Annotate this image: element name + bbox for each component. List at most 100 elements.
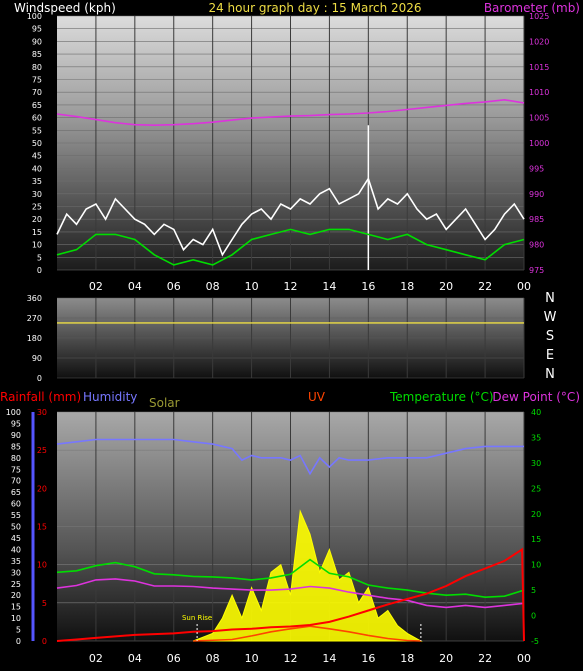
- humidity-tick: 40: [11, 545, 21, 554]
- humidity-tick: 85: [11, 442, 21, 451]
- humidity-tick: 65: [11, 488, 21, 497]
- solar-label: Solar: [149, 396, 180, 410]
- temperature-tick: 20: [531, 510, 541, 519]
- humidity-tick: 30: [11, 568, 21, 577]
- barometer-tick: 980: [529, 241, 544, 250]
- hour-tick-label: 16: [361, 652, 375, 665]
- wind-baro-panel: Windspeed (kph) 24 hour graph day : 15 M…: [14, 1, 580, 293]
- windspeed-tick: 85: [32, 50, 42, 59]
- hour-tick-label: 00: [517, 280, 531, 293]
- humidity-tick: 0: [16, 637, 21, 646]
- humidity-tick: 55: [11, 511, 21, 520]
- temperature-tick: 40: [531, 408, 541, 417]
- hour-tick-label: 08: [206, 652, 220, 665]
- windspeed-tick: 60: [32, 114, 42, 123]
- dew-point-line: [56, 578, 525, 609]
- windspeed-tick: 100: [27, 12, 42, 21]
- rainfall-tick: 10: [37, 561, 47, 570]
- windspeed-tick: 70: [32, 88, 42, 97]
- windspeed-tick: 90: [32, 37, 42, 46]
- windspeed-tick-labels: 0 5 10 15 20 25 30 35 40 45 50 55 60 65 70 75 80 85 90 95 10…: [27, 12, 42, 275]
- barometer-tick: 1010: [529, 88, 549, 97]
- hour-tick-label: 00: [517, 652, 531, 665]
- rainfall-tick: 30: [37, 408, 47, 417]
- temp-humidity-gridlines: [57, 411, 525, 642]
- hour-tick-label: 06: [167, 652, 181, 665]
- direction-tick: 270: [27, 314, 42, 323]
- hour-tick-label: 12: [284, 280, 298, 293]
- windspeed-axis-label: Windspeed (kph): [14, 1, 116, 15]
- barometer-tick: 985: [529, 215, 544, 224]
- windspeed-tick: 15: [32, 228, 42, 237]
- barometer-line: [56, 98, 525, 127]
- solar-area: [193, 509, 423, 642]
- direction-tick: 0: [37, 374, 42, 383]
- hour-tick-label: 02: [89, 652, 103, 665]
- hour-tick-label: 02: [89, 280, 103, 293]
- humidity-tick: 15: [11, 603, 21, 612]
- humidity-tick: 95: [11, 419, 21, 428]
- humidity-tick-labels: 0 5 10 15 20 25 30 35 40 45 50 55 60 65 70 75 80 85 90 95 10…: [6, 408, 21, 646]
- humidity-tick: 60: [11, 500, 21, 509]
- sunrise-label: Sun Rise: [182, 614, 212, 622]
- windspeed-tick: 50: [32, 139, 42, 148]
- temperature-tick: 10: [531, 561, 541, 570]
- barometer-tick-labels: 975 980 985 990 995 1000 1005 1010 1015 1020 1025: [529, 12, 549, 275]
- hour-tick-label: 18: [400, 280, 414, 293]
- hour-tick-label: 04: [128, 280, 142, 293]
- temp-humidity-panel: Rainfall (mm) Humidity Solar UV Temperat…: [0, 390, 580, 665]
- temperature-tick: 5: [531, 586, 536, 595]
- barometer-axis-label: Barometer (mb): [484, 1, 580, 15]
- hour-tick-label: 20: [439, 652, 453, 665]
- wind-direction-tick-labels: 0 90 180 270 360: [27, 294, 42, 383]
- rainfall-tick-labels: 0 5 10 15 20 25 30: [37, 408, 47, 646]
- chart-title: 24 hour graph day : 15 March 2026: [208, 1, 421, 15]
- humidity-tick: 80: [11, 454, 21, 463]
- humidity-tick: 20: [11, 591, 21, 600]
- humidity-tick: 90: [11, 431, 21, 440]
- rainfall-tick: 15: [37, 523, 47, 532]
- humidity-tick: 100: [6, 408, 21, 417]
- wind-baro-hour-labels: 02 04 06 08 10 12 14 16 18 20 22 00: [89, 280, 531, 293]
- humidity-tick: 25: [11, 580, 21, 589]
- temperature-tick: 0: [531, 612, 536, 621]
- hour-tick-label: 22: [478, 652, 492, 665]
- temperature-line: [56, 558, 525, 599]
- hour-tick-label: 20: [439, 280, 453, 293]
- temperature-tick: 30: [531, 459, 541, 468]
- humidity-tick: 5: [16, 626, 21, 635]
- barometer-tick: 1005: [529, 114, 549, 123]
- sun-markers: Sun Rise: [182, 614, 422, 641]
- humidity-tick: 45: [11, 534, 21, 543]
- hour-tick-label: 14: [322, 652, 336, 665]
- hour-tick-label: 08: [206, 280, 220, 293]
- dew-point-axis-label: Dew Point (°C): [492, 390, 580, 404]
- hour-tick-label: 14: [322, 280, 336, 293]
- windspeed-tick: 25: [32, 203, 42, 212]
- hour-tick-label: 16: [361, 280, 375, 293]
- wind-baro-gridlines: [57, 15, 525, 271]
- windspeed-tick: 20: [32, 215, 42, 224]
- temperature-tick: 25: [531, 484, 541, 493]
- rainfall-tick: 20: [37, 484, 47, 493]
- windspeed-tick: 80: [32, 63, 42, 72]
- barometer-tick: 1025: [529, 12, 549, 21]
- barometer-tick: 990: [529, 190, 544, 199]
- compass-letter: N: [545, 291, 555, 306]
- hour-tick-label: 10: [245, 280, 259, 293]
- direction-tick: 360: [27, 294, 42, 303]
- windspeed-tick: 5: [37, 253, 42, 262]
- compass-letter: W: [544, 310, 557, 325]
- barometer-tick: 1020: [529, 37, 549, 46]
- average-wind-line: [56, 228, 525, 266]
- temperature-tick: -5: [531, 637, 539, 646]
- humidity-axis-label: Humidity: [83, 390, 137, 404]
- temp-humidity-hour-labels: 02 04 06 08 10 12 14 16 18 20 22 00: [89, 652, 531, 665]
- temperature-tick: 35: [531, 433, 541, 442]
- wind-direction-gridlines: [57, 297, 525, 379]
- temperature-tick-labels: -5 0 5 10 15 20 25 30 35 40: [531, 408, 541, 646]
- barometer-tick: 975: [529, 266, 544, 275]
